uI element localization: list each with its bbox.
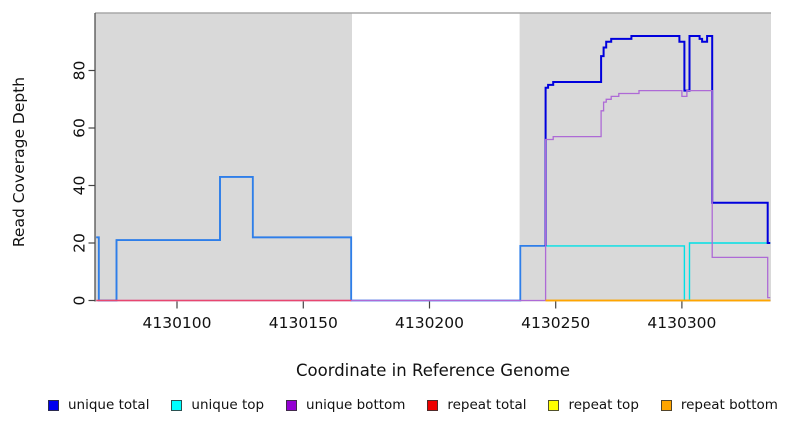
legend-label-repeat-top: repeat top	[568, 397, 639, 413]
x-tick-label: 4130100	[142, 314, 211, 332]
legend-item-repeat-bottom: repeat bottom	[660, 397, 778, 413]
legend-swatch-repeat-bottom	[660, 399, 672, 411]
legend-swatch-repeat-top	[548, 399, 560, 411]
legend-swatch-unique-top	[171, 399, 183, 411]
y-tick-label: 60	[71, 118, 89, 138]
legend-item-unique-top: unique top	[171, 397, 264, 413]
x-tick-label: 4130300	[647, 314, 716, 332]
x-axis-title: Coordinate in Reference Genome	[296, 361, 570, 380]
legend-label-unique-bottom: unique bottom	[306, 397, 406, 413]
x-tick-label: 4130250	[521, 314, 590, 332]
legend-label-unique-top: unique top	[191, 397, 265, 413]
series-unique-bottom-line	[96, 89, 771, 302]
legend-label-repeat-total: repeat total	[447, 397, 527, 413]
y-axis-title: Read Coverage Depth	[10, 77, 28, 247]
legend-swatch-unique-bottom	[286, 399, 298, 411]
shaded-region	[95, 13, 352, 302]
y-tick-label: 40	[71, 176, 89, 196]
legend-label-unique-total: unique total	[68, 397, 150, 413]
legend-swatch-unique-total	[48, 399, 59, 411]
legend-item-unique-bottom: unique bottom	[286, 397, 405, 413]
legend-label-repeat-bottom: repeat bottom	[680, 397, 778, 413]
y-tick-label: 20	[71, 233, 89, 253]
shaded-region	[519, 13, 771, 302]
legend-item-repeat-total: repeat total	[427, 397, 527, 413]
legend-item-unique-total: unique total	[48, 397, 149, 413]
y-tick-label: 80	[71, 61, 89, 81]
legend-swatch-repeat-total	[427, 399, 439, 411]
legend: unique total unique top unique bottom repea…	[0, 397, 792, 413]
x-tick-label: 4130200	[395, 314, 464, 332]
legend-item-repeat-top: repeat top	[548, 397, 639, 413]
x-tick-label: 4130150	[269, 314, 338, 332]
plot-canvas: 0 20 40 60 80 4130100 4130150 4130200 4130250 413…	[10, 12, 771, 380]
series-unique-total-line	[544, 35, 771, 246]
y-tick-label: 0	[71, 296, 89, 306]
chart-layers: 0 20 40 60 80 4130100 4130150 4130200 4130250 413…	[71, 12, 771, 332]
